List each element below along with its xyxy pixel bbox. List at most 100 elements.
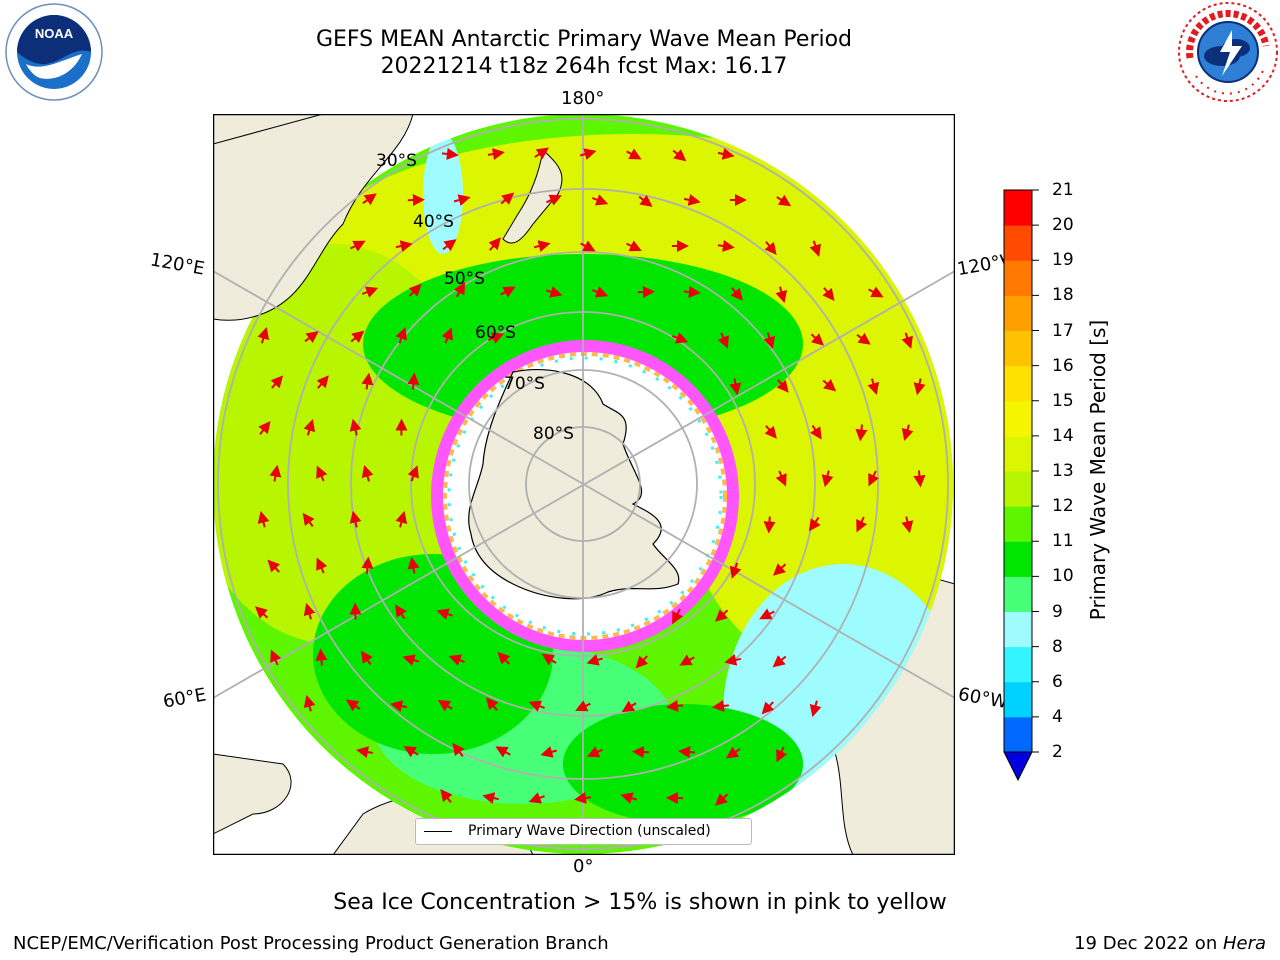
svg-text:NOAA: NOAA (35, 26, 74, 41)
wave-direction-arrow (495, 746, 511, 758)
wave-direction-arrow (759, 608, 775, 620)
wave-direction-arrow (487, 148, 505, 160)
wave-direction-arrow (395, 604, 407, 620)
wave-direction-arrow (407, 372, 420, 390)
wave-direction-arrow (497, 651, 511, 665)
wave-direction-arrow (913, 470, 926, 488)
wave-direction-arrow (580, 240, 596, 252)
wave-direction-arrow (349, 510, 362, 528)
wave-direction-arrow (586, 746, 603, 758)
colorbar-tick-label: 8 (1052, 636, 1063, 657)
wave-direction-arrow (349, 418, 362, 436)
wave-direction-arrow (436, 608, 454, 620)
wave-direction-arrow (763, 516, 776, 534)
latitude-label-70s: 70°S (504, 374, 545, 394)
legend-line-swatch (424, 831, 452, 832)
wave-direction-arrow (303, 418, 316, 436)
wave-direction-arrow (254, 606, 269, 619)
colorbar-bin (1004, 611, 1032, 648)
wave-direction-arrow (591, 194, 609, 206)
wave-direction-arrow (717, 239, 735, 252)
wave-direction-arrow (712, 699, 730, 712)
wave-direction-arrow (626, 240, 642, 252)
wave-direction-arrow (775, 470, 787, 487)
wave-direction-arrow (714, 609, 729, 622)
wave-direction-arrow (345, 699, 361, 712)
longitude-label-60e: 60°E (161, 684, 208, 713)
wave-direction-arrow (776, 194, 792, 207)
wave-direction-arrow (775, 286, 788, 304)
wave-period-field (213, 114, 953, 854)
wave-direction-arrow (448, 654, 465, 666)
wave-direction-arrow (761, 701, 775, 715)
wave-direction-arrow (776, 746, 788, 763)
colorbar-bin (1004, 365, 1032, 402)
wave-direction-arrow (868, 470, 880, 487)
wave-direction-arrow (361, 286, 379, 298)
wave-direction-arrow (586, 654, 603, 666)
wave-direction-arrow (407, 465, 419, 482)
colorbar-bin (1004, 646, 1032, 683)
colorbar-bin (1004, 435, 1032, 472)
wave-direction-arrow (395, 327, 407, 344)
wave-direction-arrow (390, 700, 407, 712)
wave-direction-arrow (361, 464, 374, 482)
footer-date-text: 19 Dec 2022 on (1074, 933, 1223, 954)
antarctica-land (468, 368, 680, 600)
latitude-label-40s: 40°S (413, 212, 454, 232)
wave-direction-arrow (441, 147, 459, 160)
wave-direction-arrow (361, 372, 374, 390)
wave-direction-arrow (395, 510, 408, 528)
wave-direction-arrow (725, 746, 741, 759)
wave-direction-arrow (810, 333, 824, 346)
wave-direction-arrow (714, 793, 729, 806)
colorbar (1003, 189, 1039, 782)
wave-direction-arrow (541, 653, 557, 666)
colorbar-tick-label: 19 (1052, 250, 1074, 271)
wave-direction-arrow (729, 378, 742, 396)
wave-direction-arrow (540, 746, 557, 758)
wave-direction-arrow (534, 147, 549, 160)
wave-direction-arrow (868, 286, 884, 298)
wave-direction-arrow (776, 379, 789, 393)
new-zealand (502, 149, 563, 244)
colorbar-bin (1004, 330, 1032, 367)
wave-direction-arrow (672, 149, 687, 162)
wave-direction-arrow (808, 516, 821, 532)
wave-direction-arrow (772, 563, 787, 576)
australia-coast (213, 114, 414, 321)
wave-direction-arrow (901, 332, 913, 349)
wave-direction-arrow (574, 791, 592, 804)
wave-direction-arrow (545, 194, 562, 206)
map-title-line-2: 20221214 t18z 264h fcst Max: 16.17 (380, 54, 788, 79)
wave-direction-arrow (717, 332, 729, 349)
latitude-label-30s: 30°S (376, 151, 417, 171)
wave-direction-arrow (528, 700, 545, 712)
wave-direction-arrow (486, 697, 499, 711)
wave-direction-arrow (453, 281, 465, 298)
wave-direction-arrow (671, 332, 689, 344)
wave-direction-arrow (316, 375, 329, 389)
wave-direction-arrow (856, 516, 868, 533)
wave-direction-arrow (452, 742, 465, 758)
wave-direction-arrow (316, 465, 328, 482)
footer-host: Hera (1222, 933, 1266, 954)
colorbar-tick-label: 18 (1052, 285, 1074, 306)
map-legend: Primary Wave Direction (unscaled) (415, 818, 752, 845)
wave-direction-arrow (809, 700, 822, 718)
colorbar-bin (1004, 295, 1032, 331)
wave-direction-arrow (621, 700, 637, 713)
wave-direction-arrow (440, 789, 453, 803)
map-border (213, 114, 955, 855)
wave-direction-arrow (635, 655, 649, 669)
colorbar-bin (1004, 716, 1032, 753)
colorbar-tick-label: 2 (1052, 742, 1063, 762)
wave-direction-arrow (407, 556, 420, 574)
wave-direction-arrow (395, 240, 413, 252)
wave-direction-arrow (856, 332, 871, 345)
wave-direction-arrow (361, 556, 374, 574)
colorbar-tick-label: 10 (1052, 566, 1074, 587)
wave-direction-arrow (487, 332, 505, 344)
longitude-label-60w: 60°W (956, 683, 1010, 714)
wave-direction-arrow (360, 650, 373, 666)
